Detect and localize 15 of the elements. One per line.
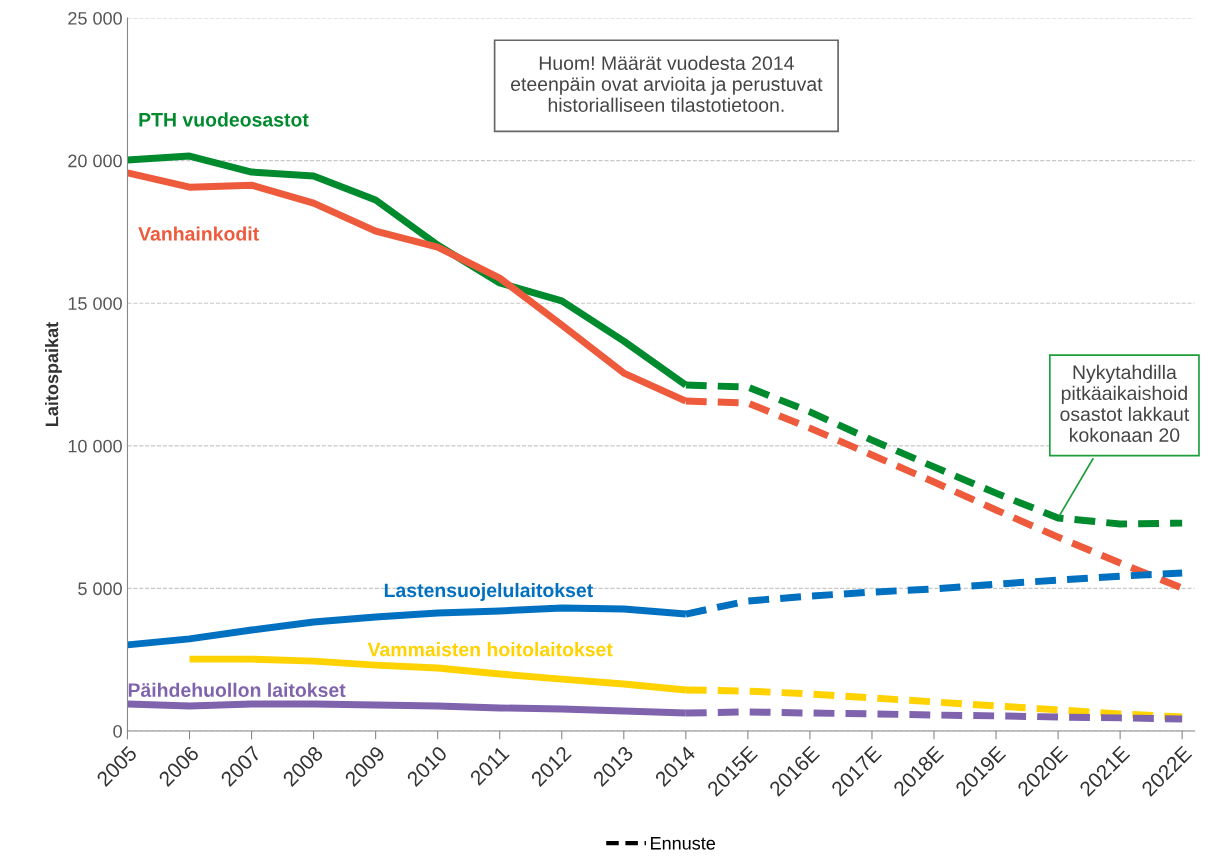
series-label: Vanhainkodit [138,226,259,241]
y-tick-label: 10 000 [68,439,122,453]
y-tick-label: 0 [113,724,122,738]
annotation: Huom! Määrät vuodesta 2014 eteenpäin ovat arvioita ja perustuvat historialliseen tilastotietoon. [511,55,823,112]
y-tick-label: 5 000 [78,582,122,596]
series-label: Vammaisten hoitolaitokset [367,642,613,657]
y-tick-label: 20 000 [68,154,122,168]
series-label: Päihdehuollon laitokset [128,682,346,698]
series-label: PTH vuodeosastot [139,112,309,127]
series-label: Lastensuojelulaitokset [384,582,593,602]
y-tick-label: 25 000 [68,11,122,25]
y-axis-title: Laitospaikat [45,322,62,426]
annotation: Nykytahdilla pitkäaikaishoid osastot lakkaut kokonaan 20 [1060,364,1190,442]
y-tick-label: 15 000 [68,297,122,310]
legend-label: Ennuste [651,837,716,850]
